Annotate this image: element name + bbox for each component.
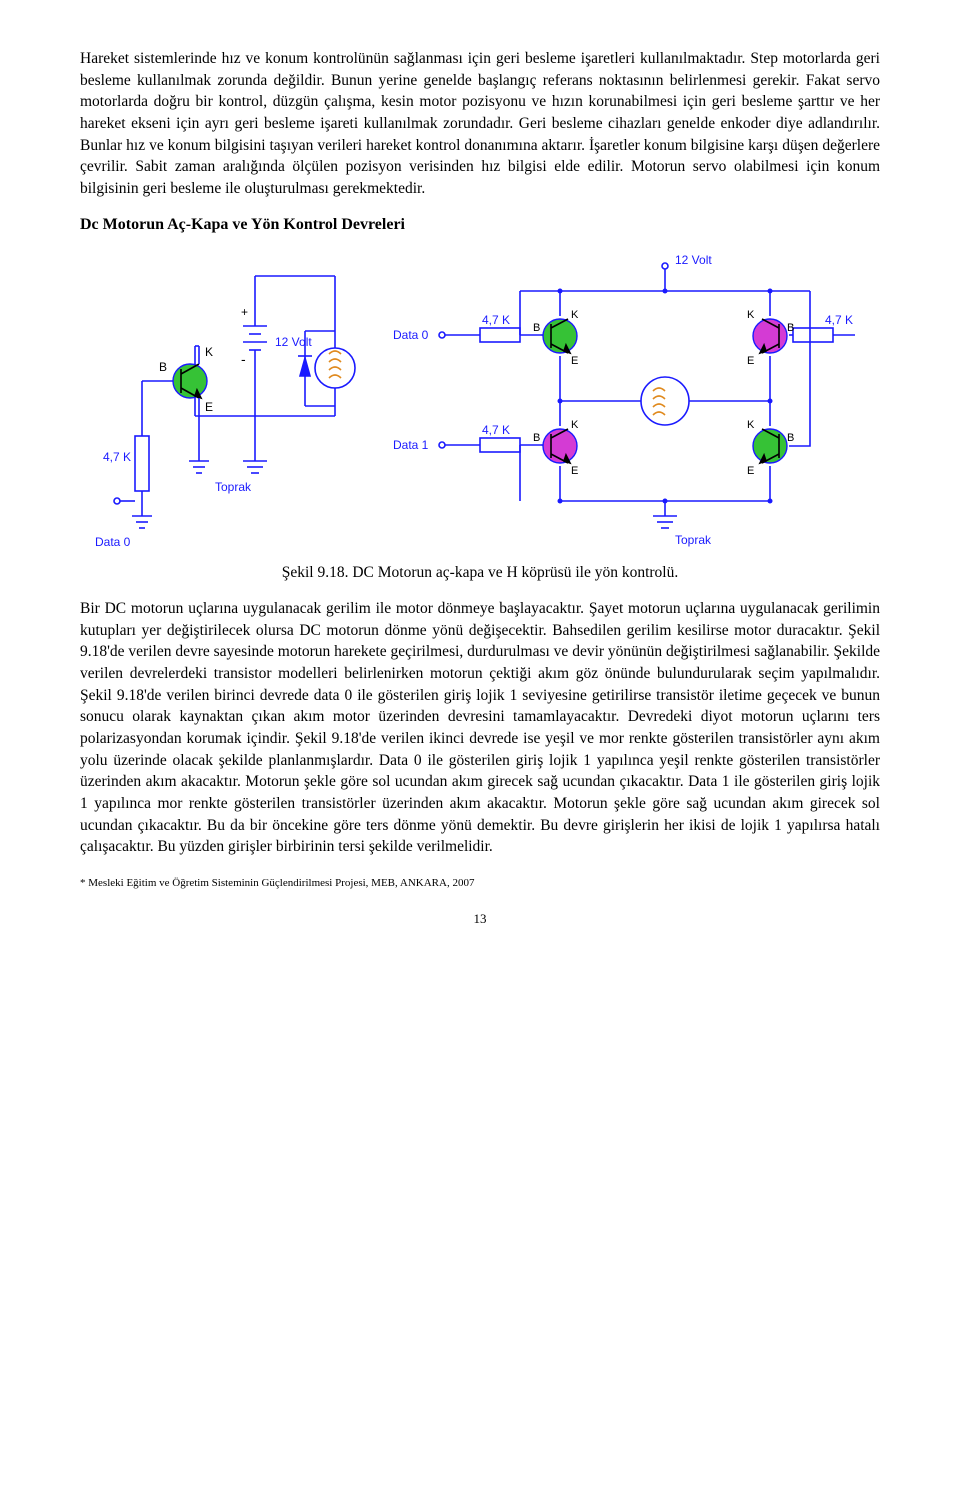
label-data0-r: Data 0	[393, 328, 429, 342]
label-gnd-r: Toprak	[675, 533, 712, 547]
lbl-br-e: E	[747, 465, 754, 477]
lbl-bl-e: E	[571, 465, 578, 477]
label-data0-left: Data 0	[95, 535, 131, 549]
label-r47k-bl: 4,7 K	[482, 423, 510, 437]
label-r47k-tr: 4,7 K	[825, 313, 853, 327]
lbl-br-b: B	[787, 432, 794, 444]
circuit-left-diagram: B K E 4,7 K Data 0 Toprak 12 Volt + -	[95, 246, 375, 556]
label-minus: -	[241, 351, 246, 367]
label-r47k-tl: 4,7 K	[482, 313, 510, 327]
lbl-tr-k: K	[747, 309, 755, 321]
label-b: B	[159, 360, 167, 374]
figure-caption: Şekil 9.18. DC Motorun aç-kapa ve H köpr…	[80, 562, 880, 584]
body-paragraph: Bir DC motorun uçlarına uygulanacak geri…	[80, 598, 880, 858]
label-gnd-left: Toprak	[215, 480, 252, 494]
circuit-right-diagram: 12 Volt 4,7 K 4,7 K 4,7 K Data 0 Data 1 …	[385, 246, 865, 556]
label-data1-r: Data 1	[393, 438, 429, 452]
label-k: K	[205, 345, 213, 359]
label-volt-left: 12 Volt	[275, 335, 312, 349]
label-plus: +	[241, 305, 248, 319]
lbl-tl-k: K	[571, 309, 579, 321]
figure-row: B K E 4,7 K Data 0 Toprak 12 Volt + -	[80, 246, 880, 556]
label-r47k-left: 4,7 K	[103, 450, 131, 464]
lbl-bl-b: B	[533, 432, 540, 444]
lbl-tr-e: E	[747, 355, 754, 367]
footnote-text: * Mesleki Eğitim ve Öğretim Sisteminin G…	[80, 876, 880, 891]
lbl-tl-b: B	[533, 322, 540, 334]
lbl-br-k: K	[747, 419, 755, 431]
lbl-tl-e: E	[571, 355, 578, 367]
lbl-tr-b: B	[787, 322, 794, 334]
lbl-bl-k: K	[571, 419, 579, 431]
intro-paragraph: Hareket sistemlerinde hız ve konum kontr…	[80, 48, 880, 200]
section-heading: Dc Motorun Aç-Kapa ve Yön Kontrol Devrel…	[80, 214, 880, 236]
page-number: 13	[80, 910, 880, 928]
label-e: E	[205, 400, 213, 414]
label-volt-right: 12 Volt	[675, 253, 712, 267]
